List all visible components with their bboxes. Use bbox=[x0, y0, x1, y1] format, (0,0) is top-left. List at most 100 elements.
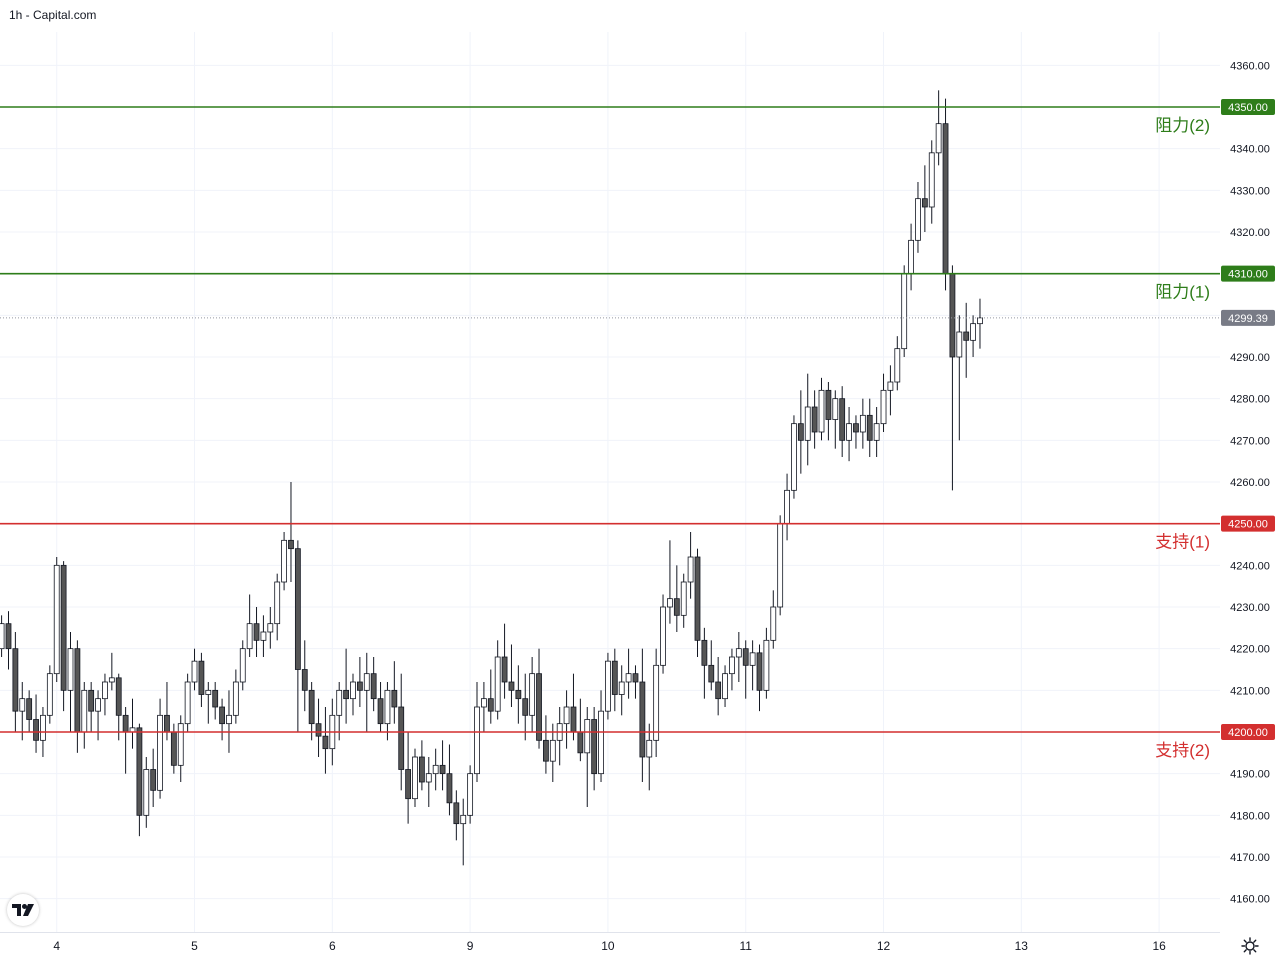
candle-body-up bbox=[901, 273, 908, 350]
price-axis[interactable]: 4160.00 4170.00 4180.00 4190.00 4200.00 4210.… bbox=[1221, 60, 1275, 906]
candle bbox=[412, 748, 418, 807]
settings-gear-icon[interactable] bbox=[1241, 937, 1259, 955]
candle bbox=[749, 640, 756, 691]
candle-body-up bbox=[735, 648, 742, 658]
candle-body-up bbox=[646, 739, 653, 758]
candle-body-up bbox=[143, 769, 150, 816]
candle bbox=[129, 698, 136, 749]
candle-body-up bbox=[205, 689, 212, 695]
price-tick-label: 4190.00 bbox=[1230, 769, 1270, 781]
level-value-label: 4350.00 bbox=[1228, 102, 1268, 114]
candle-body-up bbox=[336, 689, 343, 716]
candle-body-up bbox=[770, 606, 777, 641]
candle bbox=[667, 540, 673, 624]
candle bbox=[756, 644, 763, 712]
candle bbox=[570, 673, 577, 741]
candle-body-down bbox=[88, 689, 95, 712]
candle-body-up bbox=[880, 389, 887, 425]
time-tick-label: 4 bbox=[53, 939, 60, 953]
candle bbox=[432, 748, 439, 791]
price-tick-label: 4210.00 bbox=[1230, 685, 1270, 697]
candles bbox=[0, 90, 983, 866]
candle bbox=[177, 715, 184, 782]
candle bbox=[460, 798, 467, 866]
candle-body-down bbox=[5, 623, 12, 650]
candle bbox=[26, 690, 33, 732]
candle bbox=[921, 165, 928, 232]
candle-body-down bbox=[74, 648, 81, 733]
candle-body-up bbox=[467, 773, 474, 816]
candle bbox=[88, 682, 95, 732]
candle bbox=[653, 648, 660, 757]
grid bbox=[0, 32, 1220, 932]
candle-body-up bbox=[687, 556, 694, 583]
candle-body-up bbox=[460, 814, 467, 825]
candle bbox=[322, 707, 329, 774]
candle-body-down bbox=[33, 719, 39, 741]
candle bbox=[170, 723, 177, 774]
candle bbox=[95, 690, 101, 741]
level-value-label: 4310.00 bbox=[1228, 269, 1268, 281]
candle-body-down bbox=[577, 731, 584, 754]
candle bbox=[33, 694, 39, 753]
tradingview-logo[interactable] bbox=[7, 894, 39, 926]
candle bbox=[370, 657, 377, 712]
candle bbox=[660, 594, 666, 674]
candle-body-up bbox=[102, 681, 108, 700]
candle bbox=[908, 223, 914, 291]
candle-body-down bbox=[591, 719, 598, 775]
candle-body-down bbox=[942, 123, 949, 275]
candle-body-up bbox=[563, 706, 570, 725]
candle-body-down bbox=[26, 698, 33, 720]
candle bbox=[543, 715, 549, 774]
candle bbox=[157, 698, 163, 799]
level-label: 支持(1) bbox=[1155, 533, 1210, 552]
candle-body-up bbox=[660, 606, 666, 666]
candle bbox=[680, 573, 687, 628]
candle-body-up bbox=[40, 714, 46, 741]
level-label: 阻力(1) bbox=[1155, 283, 1210, 302]
candle-body-up bbox=[722, 673, 728, 700]
last-price-label: 4299.39 bbox=[1228, 313, 1268, 325]
candle bbox=[19, 682, 26, 741]
candle-body-up bbox=[970, 323, 976, 341]
candle bbox=[108, 652, 115, 691]
candle-body-up bbox=[350, 681, 356, 700]
candle bbox=[294, 540, 301, 732]
candle bbox=[722, 665, 728, 707]
candle bbox=[687, 532, 694, 599]
candle-body-down bbox=[639, 681, 646, 758]
candle bbox=[632, 665, 639, 699]
candle bbox=[735, 632, 742, 682]
time-axis[interactable]: 4 5 6 9 10 11 12 13 16 bbox=[0, 932, 1220, 954]
time-tick-label: 5 bbox=[191, 939, 198, 953]
candle-body-down bbox=[439, 764, 446, 775]
candle bbox=[508, 644, 515, 707]
candle bbox=[859, 398, 866, 449]
candle-body-down bbox=[853, 423, 859, 433]
candle-body-down bbox=[866, 414, 873, 441]
candle-body-down bbox=[253, 623, 260, 641]
candle bbox=[356, 657, 363, 707]
candle-body-down bbox=[60, 564, 67, 691]
candle-body-up bbox=[887, 381, 894, 391]
candle bbox=[949, 265, 956, 491]
price-tick-label: 4160.00 bbox=[1230, 894, 1270, 906]
candle-body-down bbox=[756, 652, 763, 691]
candle-body-down bbox=[632, 673, 639, 683]
candle bbox=[308, 682, 315, 741]
price-tick-label: 4290.00 bbox=[1230, 352, 1270, 364]
candle-body-down bbox=[963, 331, 970, 341]
price-tick-label: 4280.00 bbox=[1230, 394, 1270, 406]
candle bbox=[446, 744, 453, 816]
candle bbox=[742, 640, 749, 699]
candle-body-up bbox=[425, 773, 432, 783]
candle bbox=[46, 665, 53, 724]
candle bbox=[928, 140, 935, 224]
candle-body-up bbox=[177, 723, 184, 766]
candle bbox=[873, 407, 880, 457]
candle-body-down bbox=[315, 723, 322, 737]
candle-body-down bbox=[115, 677, 122, 716]
price-tick-label: 4230.00 bbox=[1230, 602, 1270, 614]
